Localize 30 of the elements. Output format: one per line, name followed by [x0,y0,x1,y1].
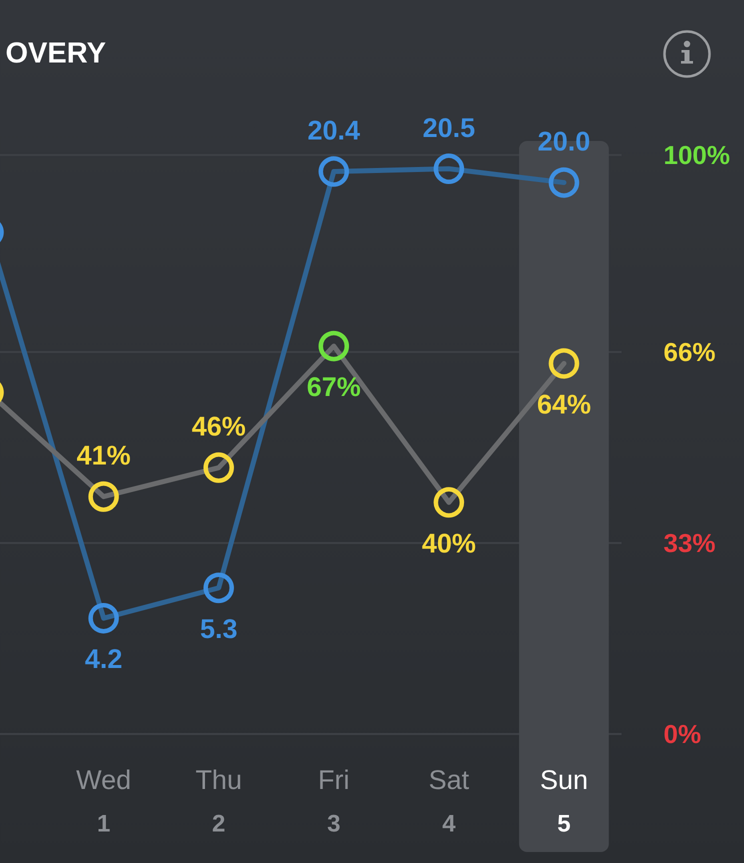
data-label: 46% [191,412,246,442]
point [88,602,118,634]
data-label: 5.3 [199,614,237,644]
y-tick-label: 0% [663,719,701,749]
data-label: 64% [536,389,590,420]
point [548,167,579,198]
x-tick-label: Sun 5 [539,765,588,838]
point [202,452,234,483]
point [433,487,464,518]
y-tick-label: 33% [663,528,716,558]
x-tick-label: Thu 2 [194,765,242,838]
data-label: 20.4 [307,116,360,146]
x-tick-label: Sat 4 [428,765,470,838]
data-label: 20.0 [537,126,590,157]
y-tick-label: 100% [663,140,730,170]
y-tick-label: 66% [663,336,716,367]
x-tick-label: Wed 1 [76,765,131,838]
data-label: 41% [76,440,130,471]
data-label: 4.2 [84,644,122,674]
point [202,572,234,604]
point [88,481,118,512]
chart-title: OVERY [5,38,106,70]
data-label: 40% [421,528,476,558]
point [548,348,579,379]
point [433,154,464,184]
point [318,156,349,187]
data-label: 67% [306,372,360,402]
data-label: 20.5 [422,112,475,143]
x-tick-label: Fri 3 [318,765,350,838]
point [318,330,349,362]
